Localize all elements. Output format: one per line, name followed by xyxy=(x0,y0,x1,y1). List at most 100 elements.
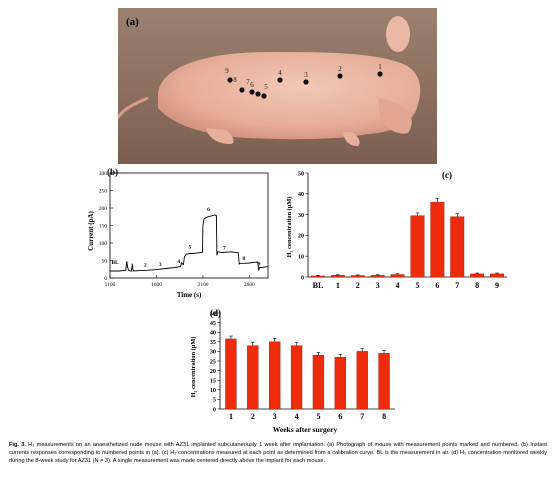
y-tick-label: 40 xyxy=(298,192,304,198)
category-label: 5 xyxy=(316,412,320,421)
bar xyxy=(390,274,405,278)
y-axis-label: Current (pA) xyxy=(87,210,95,250)
category-label: 1 xyxy=(229,412,233,421)
plot-frame xyxy=(109,172,269,279)
bar xyxy=(378,353,390,410)
category-label: 5 xyxy=(415,281,419,290)
category-label: 6 xyxy=(338,412,342,421)
mouse-body xyxy=(158,52,421,140)
trace-annotation: 2 xyxy=(144,262,147,268)
category-label: 9 xyxy=(495,281,499,290)
mouse-paw xyxy=(206,128,234,144)
y-tick-label: 50 xyxy=(298,171,304,177)
bar xyxy=(370,275,385,278)
weekly-concentration-chart: (d) H₂ concentration (μM) Weeks after su… xyxy=(190,308,395,434)
bar xyxy=(247,345,259,410)
measurement-point xyxy=(303,79,309,85)
y-tick-label: 50 xyxy=(102,259,108,265)
measurement-point-label: 9 xyxy=(225,67,229,75)
panel-c-label: (c) xyxy=(442,170,452,180)
trace-annotation: 1 xyxy=(131,263,134,269)
figure-caption: Fig. 3. H₂ measurements on an anaestheti… xyxy=(9,441,547,465)
y-tick-label: 30 xyxy=(210,349,216,356)
measurement-point-label: 5 xyxy=(264,83,268,91)
measurement-point-label: 4 xyxy=(278,69,282,77)
panel-d-label: (d) xyxy=(210,308,221,318)
x-tick-label: 1100 xyxy=(105,282,116,288)
trace-annotation: BL xyxy=(111,260,119,266)
y-tick-label: 10 xyxy=(298,255,304,261)
trace-annotation: 9 xyxy=(258,261,261,267)
x-tick-label: 2600 xyxy=(244,282,255,288)
y-tick-label: 5 xyxy=(213,397,216,404)
category-label: 7 xyxy=(360,412,364,421)
bar xyxy=(450,216,465,278)
y-tick-label: 0 xyxy=(213,406,216,413)
measurement-point xyxy=(255,91,261,97)
y-tick-label: 40 xyxy=(210,330,216,337)
trace-annotation: 6 xyxy=(207,207,210,213)
measurement-point-label: 3 xyxy=(304,71,308,79)
mouse-tail xyxy=(116,96,149,119)
y-tick-label: 200 xyxy=(99,206,108,212)
trace-annotation: 4 xyxy=(177,259,180,265)
bar xyxy=(350,275,365,278)
measurement-point-label: 1 xyxy=(378,63,382,71)
y-tick-label: 0 xyxy=(104,276,107,282)
measurement-point-label: 7 xyxy=(246,78,250,86)
category-label: 8 xyxy=(382,412,386,421)
caption-label: Fig. 3. xyxy=(9,442,26,448)
current-response-panel: (b) Current (pA) Time (s) 0 50 100 150 200 25… xyxy=(80,163,275,303)
y-tick-label: 0 xyxy=(301,275,304,281)
category-label: 1 xyxy=(336,281,340,290)
bar xyxy=(334,356,346,410)
panel-b-label: (b) xyxy=(107,167,118,177)
bar xyxy=(490,273,505,278)
category-label: 8 xyxy=(475,281,479,290)
y-tick-label: 20 xyxy=(210,368,216,375)
measurement-point-label: 8 xyxy=(233,76,237,84)
y-tick-label: 10 xyxy=(210,387,216,394)
bar xyxy=(410,215,425,278)
bar xyxy=(225,338,237,410)
measurement-point xyxy=(337,73,343,79)
category-label: 3 xyxy=(273,412,277,421)
category-label: 7 xyxy=(455,281,459,290)
x-axis-label: Time (s) xyxy=(177,291,202,299)
y-tick-label: 20 xyxy=(298,234,304,240)
y-tick-label: 100 xyxy=(99,241,108,247)
caption-text: H₂ measurements on an anaesthetized nude… xyxy=(9,442,547,465)
bar xyxy=(269,341,281,410)
y-tick-label: 25 xyxy=(210,358,216,365)
measurement-point xyxy=(227,77,233,83)
current-trace xyxy=(110,214,268,272)
x-tick-label: 2100 xyxy=(197,282,208,288)
measurement-point-label: 2 xyxy=(338,65,342,73)
y-tick-label: 15 xyxy=(210,378,216,385)
y-axis-label: H₂ concentration (μM) xyxy=(190,337,197,398)
category-label: BL xyxy=(313,281,324,290)
y-tick-label: 300 xyxy=(99,171,108,177)
category-label: 2 xyxy=(356,281,360,290)
bar xyxy=(310,275,325,278)
measurement-point xyxy=(277,77,283,83)
weekly-concentration-panel: (d) H₂ concentration (μM) Weeks after su… xyxy=(180,303,405,438)
y-tick-label: 45 xyxy=(210,320,216,327)
trace-annotation: 7 xyxy=(223,245,226,251)
trace-annotation: 8 xyxy=(242,256,245,262)
measurement-point xyxy=(239,87,245,93)
point-concentration-panel: (c) H₂ concentration (μM) 0 10 20 30 40 50 BL 1… xyxy=(275,163,513,303)
y-tick-label: 35 xyxy=(210,339,216,346)
x-axis-label: Weeks after surgery xyxy=(273,425,338,434)
bar xyxy=(330,275,345,278)
trace-annotation: 5 xyxy=(189,244,192,250)
category-label: 6 xyxy=(435,281,439,290)
concentration-by-point-chart: (c) H₂ concentration (μM) 0 10 20 30 40 50 BL 1… xyxy=(286,170,507,290)
mouse-ear xyxy=(386,16,410,52)
measurement-point xyxy=(377,71,383,77)
y-tick-label: 250 xyxy=(99,189,108,195)
bar xyxy=(312,355,325,410)
bar xyxy=(356,351,368,410)
